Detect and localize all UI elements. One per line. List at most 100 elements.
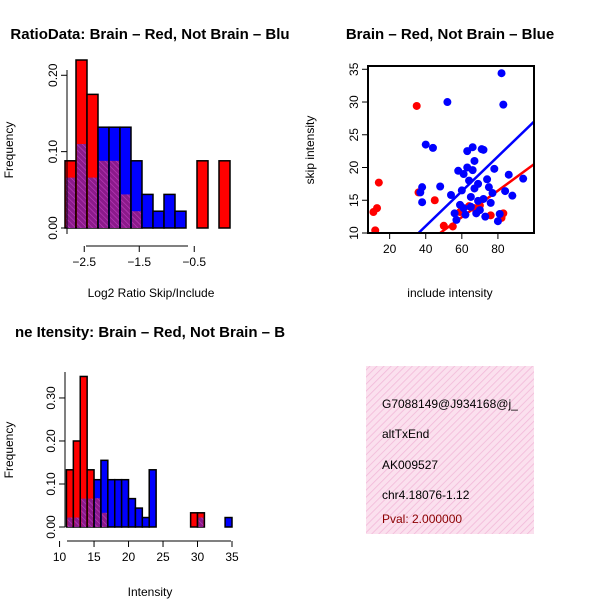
scatter-ytick-label: 15 [347, 193, 361, 207]
intensity-overlap-bar [74, 517, 80, 527]
intensity-bar [141, 516, 150, 528]
ratio-overlap-bar [88, 177, 97, 228]
info-panel-hatch [366, 366, 534, 534]
intensity-y-ticks: 0.00 0.10 0.20 0.30 [44, 386, 65, 539]
scatter-points [369, 69, 534, 233]
scatter-x-label: include intensity [407, 286, 492, 300]
intensity-xtick-label: 20 [122, 550, 136, 564]
scatter-point-blue [470, 156, 479, 165]
ratio-overlap-bar [121, 194, 130, 228]
intensity-scatter-panel: Brain – Red, Not Brain – Blue 10 15 20 25 30… [303, 26, 554, 300]
scatter-point-blue [474, 196, 483, 205]
ratio-bar [163, 193, 176, 229]
scatter-point-blue [486, 198, 495, 207]
info-event-type: altTxEnd [382, 427, 429, 441]
ratio-xtick-label: −2.5 [72, 255, 96, 269]
scatter-ytick-label: 20 [347, 161, 361, 175]
scatter-point-blue [443, 98, 452, 107]
info-panel: G7088149@J934168@j_ altTxEnd AK009527 ch… [366, 366, 534, 534]
intensity-bar [107, 478, 116, 528]
scatter-point-red [412, 101, 421, 110]
ratio-bar [218, 160, 231, 229]
intensity-y-label: Frequency [2, 422, 16, 479]
scatter-frame [367, 65, 535, 234]
scatter-point-blue [488, 189, 497, 198]
intensity-histogram-panel: ne Itensity: Brain – Red, Not Brain – B … [2, 324, 285, 599]
info-gene-id: G7088149@J934168@j_ [382, 397, 518, 411]
scatter-point-blue [499, 100, 508, 109]
scatter-point-blue [475, 206, 484, 215]
intensity-xtick-label: 30 [191, 550, 205, 564]
scatter-xtick-label: 60 [455, 242, 469, 256]
ratio-histogram-bars [64, 59, 231, 229]
intensity-xtick-label: 25 [156, 550, 170, 564]
intensity-bar [224, 516, 233, 528]
scatter-point-blue [508, 191, 517, 200]
scatter-point-blue [481, 212, 490, 221]
scatter-point-blue [504, 170, 513, 179]
scatter-point-blue [447, 191, 455, 200]
ratio-overlap-bar [66, 177, 75, 228]
scatter-xtick-label: 20 [383, 242, 397, 256]
scatter-y-ticks: 10 15 20 25 30 35 [347, 62, 368, 240]
intensity-overlap-bar [198, 517, 204, 527]
intensity-bar [127, 497, 137, 528]
scatter-point-blue [450, 209, 459, 218]
intensity-bar [134, 507, 144, 528]
scatter-point-blue [428, 143, 437, 152]
ratio-histogram-panel: RatioData: Brain – Red, Not Brain – Blu … [2, 26, 290, 300]
scatter-point-blue [483, 175, 492, 184]
ratio-ytick-label: 0.00 [46, 216, 60, 240]
intensity-bar [113, 478, 123, 528]
ratio-bar [152, 210, 165, 229]
scatter-point-blue [474, 179, 483, 188]
intensity-x-label: Intensity [128, 585, 173, 599]
scatter-point-blue [466, 192, 475, 201]
info-pval: Pval: 2.000000 [382, 512, 462, 526]
ratio-ytick-label: 0.10 [46, 140, 60, 164]
intensity-xtick-label: 35 [225, 550, 239, 564]
scatter-point-blue [468, 143, 477, 152]
scatter-point-blue [466, 202, 475, 211]
scatter-fit-line-blue [417, 120, 534, 233]
intensity-bar [72, 440, 81, 528]
intensity-overlap-bar [81, 498, 87, 527]
info-panel-clip: G7088149@J934168@j_ altTxEnd AK009527 ch… [382, 397, 518, 526]
scatter-point-blue [418, 183, 427, 192]
ratio-x-label: Log2 Ratio Skip/Include [88, 286, 215, 300]
scatter-point-blue [501, 187, 510, 196]
scatter-point-blue [497, 69, 506, 78]
intensity-xtick-label: 15 [87, 550, 101, 564]
intensity-bar [189, 512, 199, 528]
intensity-ytick-label: 0.00 [44, 515, 58, 539]
scatter-point-red [374, 178, 383, 187]
intensity-ytick-label: 0.20 [44, 429, 58, 453]
intensity-overlap-bar [101, 512, 107, 527]
intensity-x-ticks: 10 15 20 25 30 35 [53, 541, 239, 564]
scatter-point-red [371, 226, 380, 233]
intensity-overlap-bar [88, 498, 94, 527]
scatter-ytick-label: 30 [347, 95, 361, 109]
scatter-x-ticks: 20 40 60 80 [383, 233, 505, 256]
intensity-histogram-title: ne Itensity: Brain – Red, Not Brain – B [15, 324, 285, 341]
info-accession: AK009527 [382, 458, 438, 472]
ratio-y-ticks: 0.00 0.10 0.20 [46, 63, 67, 240]
info-location: chr4.18076-1.12 [382, 488, 470, 502]
intensity-ytick-label: 0.30 [44, 386, 58, 410]
ratio-histogram-title: RatioData: Brain – Red, Not Brain – Blu [10, 26, 289, 43]
scatter-point-red [430, 196, 439, 205]
ratio-bar [141, 193, 154, 229]
ratio-ytick-label: 0.20 [46, 63, 60, 87]
intensity-xtick-label: 10 [53, 550, 67, 564]
scatter-xtick-label: 40 [419, 242, 433, 256]
scatter-point-blue [459, 170, 468, 179]
ratio-bar [196, 160, 209, 229]
ratio-overlap-bar [110, 160, 119, 228]
scatter-ytick-label: 35 [347, 62, 361, 76]
ratio-x-ticks: −2.5 −1.5 −0.5 [72, 246, 206, 269]
scatter-y-label: skip intensity [303, 116, 317, 185]
scatter-point-blue [493, 217, 502, 226]
ratio-xtick-label: −1.5 [127, 255, 151, 269]
scatter-point-blue [479, 145, 488, 154]
scatter-point-blue [461, 210, 470, 219]
